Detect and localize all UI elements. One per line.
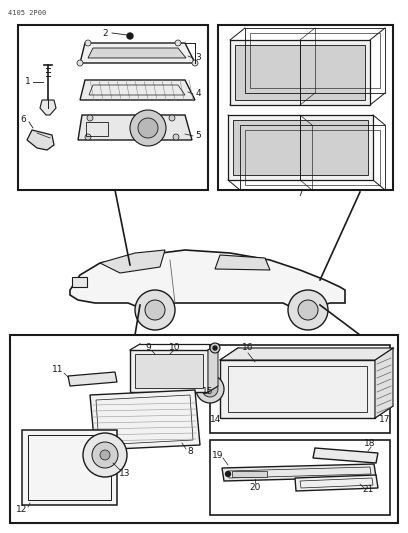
Circle shape	[92, 442, 118, 468]
Bar	[130, 350, 208, 392]
Circle shape	[298, 300, 318, 320]
Text: 18: 18	[364, 440, 376, 448]
Bar	[218, 25, 393, 190]
Circle shape	[169, 115, 175, 121]
Polygon shape	[40, 100, 56, 115]
Polygon shape	[90, 390, 200, 450]
Circle shape	[85, 40, 91, 46]
Text: 5: 5	[195, 132, 201, 141]
Bar	[10, 335, 398, 523]
Circle shape	[213, 346, 217, 350]
Polygon shape	[88, 48, 186, 58]
Text: 17: 17	[379, 416, 391, 424]
Circle shape	[145, 300, 165, 320]
Circle shape	[210, 343, 220, 353]
Polygon shape	[233, 120, 368, 175]
Circle shape	[196, 375, 224, 403]
Text: 8: 8	[187, 448, 193, 456]
Text: 10: 10	[169, 343, 181, 352]
Text: 15: 15	[202, 387, 214, 397]
Circle shape	[202, 381, 218, 397]
Bar	[18, 25, 208, 190]
Bar	[28, 435, 111, 500]
Polygon shape	[208, 344, 218, 392]
Polygon shape	[220, 348, 393, 360]
Text: 2: 2	[102, 28, 108, 37]
Text: 3: 3	[195, 53, 201, 62]
Polygon shape	[27, 130, 54, 150]
Polygon shape	[80, 43, 195, 63]
Text: 7: 7	[297, 189, 303, 198]
Circle shape	[226, 472, 231, 477]
Circle shape	[192, 60, 198, 66]
Bar	[228, 366, 367, 412]
Text: 20: 20	[249, 482, 261, 491]
Polygon shape	[215, 255, 270, 270]
Circle shape	[138, 118, 158, 138]
Circle shape	[175, 40, 181, 46]
Text: 16: 16	[242, 343, 254, 352]
Bar	[72, 277, 87, 287]
Text: 14: 14	[210, 416, 222, 424]
Polygon shape	[68, 372, 117, 386]
Circle shape	[83, 433, 127, 477]
Polygon shape	[222, 464, 376, 481]
Circle shape	[288, 290, 328, 330]
Bar	[135, 354, 203, 388]
Polygon shape	[235, 45, 365, 100]
Polygon shape	[228, 115, 373, 180]
Bar	[22, 430, 117, 505]
Circle shape	[100, 450, 110, 460]
Circle shape	[135, 290, 175, 330]
Circle shape	[87, 115, 93, 121]
Bar	[232, 471, 267, 477]
Bar	[210, 440, 390, 515]
Circle shape	[130, 110, 166, 146]
Circle shape	[127, 33, 133, 39]
Polygon shape	[230, 40, 370, 105]
Circle shape	[77, 60, 83, 66]
Ellipse shape	[40, 478, 64, 492]
Circle shape	[173, 134, 179, 140]
Circle shape	[85, 134, 91, 140]
Polygon shape	[78, 115, 192, 140]
Polygon shape	[70, 250, 345, 310]
Polygon shape	[295, 475, 378, 491]
Bar	[210, 345, 390, 433]
Polygon shape	[375, 348, 393, 418]
Text: 13: 13	[119, 469, 131, 478]
Text: 19: 19	[212, 450, 224, 459]
Text: 1: 1	[25, 77, 31, 86]
Polygon shape	[100, 250, 165, 273]
Polygon shape	[80, 80, 195, 100]
Text: 4: 4	[195, 90, 201, 99]
Polygon shape	[313, 448, 378, 463]
Text: 12: 12	[16, 505, 28, 514]
Text: 4105 2P00: 4105 2P00	[8, 10, 46, 16]
Text: 6: 6	[20, 116, 26, 125]
Text: 9: 9	[145, 343, 151, 352]
Text: 11: 11	[52, 366, 64, 375]
Bar	[86, 122, 108, 136]
Text: 21: 21	[362, 486, 374, 495]
Bar	[220, 360, 375, 418]
